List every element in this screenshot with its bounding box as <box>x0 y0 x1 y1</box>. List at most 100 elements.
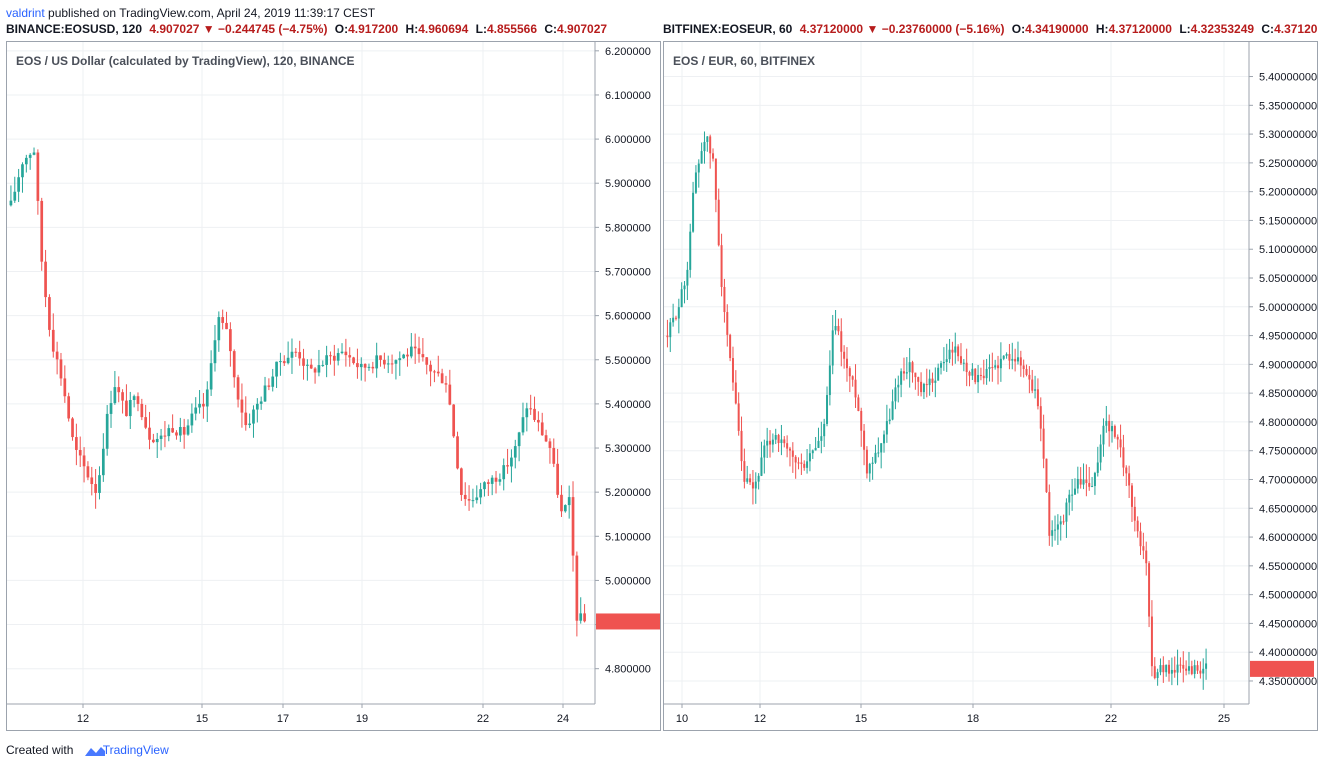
left-open-label: O: <box>334 22 349 36</box>
left-chart-svg[interactable]: 4.8000004.9000005.0000005.1000005.200000… <box>7 42 662 732</box>
candle-body <box>24 157 28 165</box>
candle-body <box>236 377 240 400</box>
candle-body <box>945 359 948 362</box>
candle-body <box>1122 447 1125 468</box>
candle-body <box>692 192 695 232</box>
candle-body <box>294 351 298 353</box>
left-high: 4.960694 <box>418 22 469 36</box>
right-plot-title: EOS / EUR, 60, BITFINEX <box>673 54 816 68</box>
candle-body <box>703 141 706 152</box>
candle-body <box>244 412 248 426</box>
candle-body <box>1142 546 1145 551</box>
candle-body <box>94 484 97 493</box>
right-high: 4.37120000 <box>1108 22 1172 36</box>
candle-body <box>803 463 806 468</box>
candle-body <box>1130 485 1133 507</box>
candle-body <box>136 396 140 404</box>
candle-body <box>259 401 263 404</box>
candle-body <box>198 403 201 408</box>
publish-line: valdrint published on TradingView.com, A… <box>6 6 375 20</box>
candle-body <box>700 151 703 164</box>
candle-body <box>128 399 132 417</box>
candle-body <box>282 361 286 364</box>
candle-body <box>834 326 837 331</box>
candle-body <box>75 437 78 450</box>
candle-body <box>190 413 194 426</box>
candle-body <box>922 383 925 393</box>
candle-body <box>689 231 692 270</box>
left-high-label: H: <box>405 22 419 36</box>
right-chart-panel[interactable]: 4.35000000 4.40000000 4.45000000 4.50000000… <box>663 41 1318 731</box>
candle-body <box>433 371 436 373</box>
candle-body <box>766 440 769 446</box>
candle-body <box>1156 672 1159 679</box>
x-tick-label: 17 <box>277 713 289 725</box>
candle-body <box>962 362 965 364</box>
candle-body <box>1022 365 1025 370</box>
candle-body <box>402 354 405 359</box>
x-tick-label: 12 <box>77 713 89 725</box>
y-tick-label: 5.20000000 <box>1259 187 1317 199</box>
candle-body <box>683 285 686 290</box>
candle-body <box>720 245 723 287</box>
candle-body <box>533 408 536 420</box>
y-tick-label: 5.05000000 <box>1259 273 1317 285</box>
candle-body <box>991 367 994 369</box>
right-open: 4.34190000 <box>1025 22 1089 36</box>
candle-body <box>1113 426 1116 437</box>
candle-body <box>279 361 282 363</box>
candle-body <box>845 358 848 369</box>
candle-body <box>575 555 579 621</box>
candle-body <box>1039 406 1042 429</box>
candle-body <box>1011 358 1014 361</box>
candle-body <box>840 331 843 352</box>
candle-body <box>182 426 186 435</box>
candle-body <box>1042 428 1045 459</box>
tradingview-link[interactable]: TradingView <box>102 743 169 757</box>
candle-body <box>452 404 456 437</box>
candle-body <box>275 361 278 377</box>
created-with-label: Created with <box>6 743 74 757</box>
candle-body <box>479 489 482 498</box>
left-symbol[interactable]: BINANCE:EOSUSD, 120 <box>6 22 143 36</box>
right-symbol[interactable]: BITFINEX:EOSEUR, 60 <box>663 22 793 36</box>
y-tick-label: 5.100000 <box>605 531 651 543</box>
right-low-label: L: <box>1179 22 1191 36</box>
right-chart-svg[interactable]: 4.35000000 4.40000000 4.45000000 4.50000000… <box>664 42 1319 732</box>
candle-body <box>1173 669 1176 673</box>
candle-body <box>1062 521 1065 523</box>
candle-body <box>409 346 413 357</box>
candle-body <box>1196 665 1199 671</box>
candle-body <box>942 361 945 364</box>
candle-body <box>421 354 425 358</box>
publisher-username[interactable]: valdrint <box>6 6 45 20</box>
candle-body <box>513 446 517 458</box>
candle-body <box>36 152 40 201</box>
y-tick-label: 4.40000000 <box>1259 647 1317 659</box>
candle-body <box>1168 664 1171 674</box>
x-tick-label: 22 <box>1105 713 1117 725</box>
candle-body <box>1187 666 1190 671</box>
right-close: 4.37120 <box>1274 22 1318 36</box>
candle-body <box>1108 420 1111 432</box>
candle-body <box>321 364 325 366</box>
candle-body <box>754 481 757 489</box>
candle-body <box>383 359 386 365</box>
left-close-label: C: <box>544 22 558 36</box>
candle-body <box>897 384 900 388</box>
y-tick-label: 5.25000000 <box>1259 158 1317 170</box>
candle-body <box>763 445 766 458</box>
candle-body <box>717 199 720 246</box>
candle-body <box>255 403 259 410</box>
left-chart-panel[interactable]: 4.8000004.9000005.0000005.1000005.200000… <box>6 41 661 731</box>
candle-body <box>777 435 780 444</box>
candle-body <box>857 397 860 411</box>
candle-body <box>1162 665 1165 673</box>
candle-body <box>874 452 877 463</box>
candle-body <box>1193 665 1196 674</box>
candle-body <box>1085 479 1088 483</box>
candle-body <box>583 613 586 622</box>
candle-body <box>325 355 328 365</box>
y-tick-label: 5.900000 <box>605 178 651 190</box>
candle-body <box>471 500 475 502</box>
